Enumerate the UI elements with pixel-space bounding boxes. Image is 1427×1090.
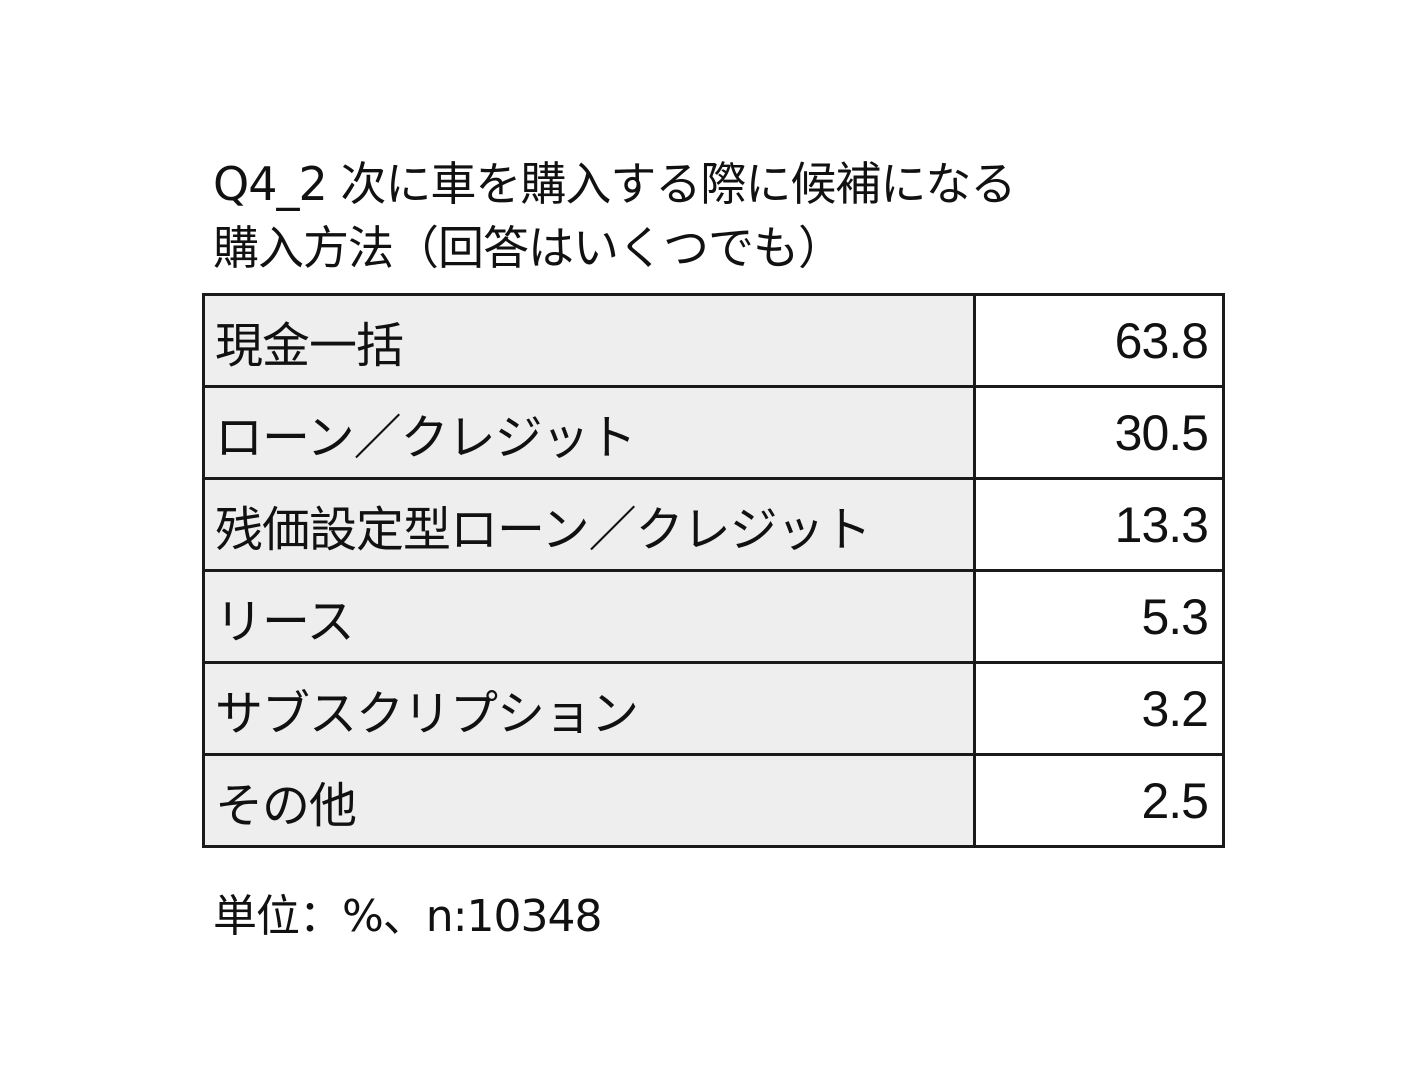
row-value: 30.5 <box>973 385 1225 480</box>
row-value: 13.3 <box>973 477 1225 572</box>
table-title: Q4_2 次に車を購入する際に候補になる 購入方法（回答はいくつでも） <box>213 152 1213 280</box>
row-label: ローン／クレジット <box>202 385 976 480</box>
row-value: 63.8 <box>973 293 1225 388</box>
row-value: 5.3 <box>973 569 1225 664</box>
footnote: 単位：%、n:10348 <box>213 891 602 942</box>
row-label: 現金一括 <box>202 293 976 388</box>
table-row: 残価設定型ローン／クレジット 13.3 <box>202 477 1225 572</box>
row-value: 3.2 <box>973 661 1225 756</box>
row-value: 2.5 <box>973 753 1225 848</box>
title-line-1: Q4_2 次に車を購入する際に候補になる <box>213 157 1016 211</box>
table-row: リース 5.3 <box>202 569 1225 664</box>
table-row: サブスクリプション 3.2 <box>202 661 1225 756</box>
table-row: ローン／クレジット 30.5 <box>202 385 1225 480</box>
table-row: その他 2.5 <box>202 753 1225 848</box>
row-label: サブスクリプション <box>202 661 976 756</box>
data-table: 現金一括 63.8 ローン／クレジット 30.5 残価設定型ローン／クレジット 13.3 リ… <box>202 293 1225 848</box>
row-label: 残価設定型ローン／クレジット <box>202 477 976 572</box>
table-row: 現金一括 63.8 <box>202 293 1225 388</box>
title-line-2: 購入方法（回答はいくつでも） <box>213 221 844 275</box>
row-label: リース <box>202 569 976 664</box>
row-label: その他 <box>202 753 976 848</box>
